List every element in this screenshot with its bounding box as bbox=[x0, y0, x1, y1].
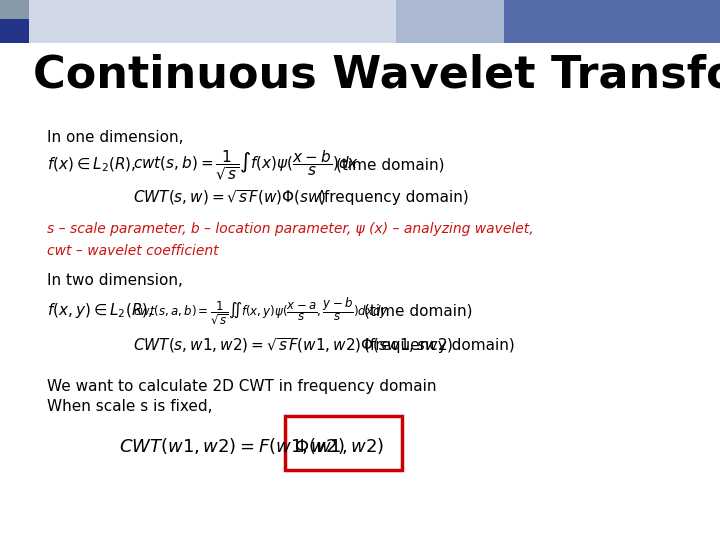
Text: $CWT(s, w1, w2) = \sqrt{s}F(w1, w2)\Phi(sw1, sw2)$: $CWT(s, w1, w2) = \sqrt{s}F(w1, w2)\Phi(… bbox=[133, 336, 454, 355]
Text: (time domain): (time domain) bbox=[364, 303, 473, 318]
Text: When scale s is fixed,: When scale s is fixed, bbox=[47, 399, 212, 414]
Text: (time domain): (time domain) bbox=[336, 157, 445, 172]
Text: $f(x,y) \in L_2(R),$: $f(x,y) \in L_2(R),$ bbox=[47, 301, 153, 320]
Text: (frequency domain): (frequency domain) bbox=[364, 338, 515, 353]
Text: We want to calculate 2D CWT in frequency domain: We want to calculate 2D CWT in frequency… bbox=[47, 379, 436, 394]
FancyBboxPatch shape bbox=[396, 0, 720, 43]
Text: s – scale parameter, b – location parameter, ψ (x) – analyzing wavelet,: s – scale parameter, b – location parame… bbox=[47, 222, 534, 237]
Text: $f(x) \in L_2(R),$: $f(x) \in L_2(R),$ bbox=[47, 156, 136, 174]
Text: $\Phi(w1, w2)$: $\Phi(w1, w2)$ bbox=[294, 435, 384, 456]
FancyBboxPatch shape bbox=[0, 19, 29, 43]
Text: $CWT(w1, w2) = F(w1, w2)$: $CWT(w1, w2) = F(w1, w2)$ bbox=[119, 435, 345, 456]
Text: Continuous Wavelet Transform: Continuous Wavelet Transform bbox=[32, 54, 720, 97]
FancyBboxPatch shape bbox=[0, 0, 720, 43]
FancyBboxPatch shape bbox=[504, 0, 720, 43]
Text: $CWT(s, w) = \sqrt{s}F(w)\Phi(sw)$: $CWT(s, w) = \sqrt{s}F(w)\Phi(sw)$ bbox=[133, 187, 327, 207]
Text: $cwt(s,b) = \dfrac{1}{\sqrt{s}}\int f(x)\psi(\dfrac{x-b}{s})dx$: $cwt(s,b) = \dfrac{1}{\sqrt{s}}\int f(x)… bbox=[133, 148, 359, 181]
Text: cwt – wavelet coefficient: cwt – wavelet coefficient bbox=[47, 244, 218, 258]
Text: In two dimension,: In two dimension, bbox=[47, 273, 183, 288]
Text: $cwt(s,a,b) = \dfrac{1}{\sqrt{s}}\iint f(x,y)\psi(\dfrac{x-a}{s}, \dfrac{y-b}{s}: $cwt(s,a,b) = \dfrac{1}{\sqrt{s}}\iint f… bbox=[133, 295, 389, 326]
Text: (frequency domain): (frequency domain) bbox=[318, 190, 468, 205]
Text: In one dimension,: In one dimension, bbox=[47, 130, 183, 145]
FancyBboxPatch shape bbox=[0, 0, 29, 19]
